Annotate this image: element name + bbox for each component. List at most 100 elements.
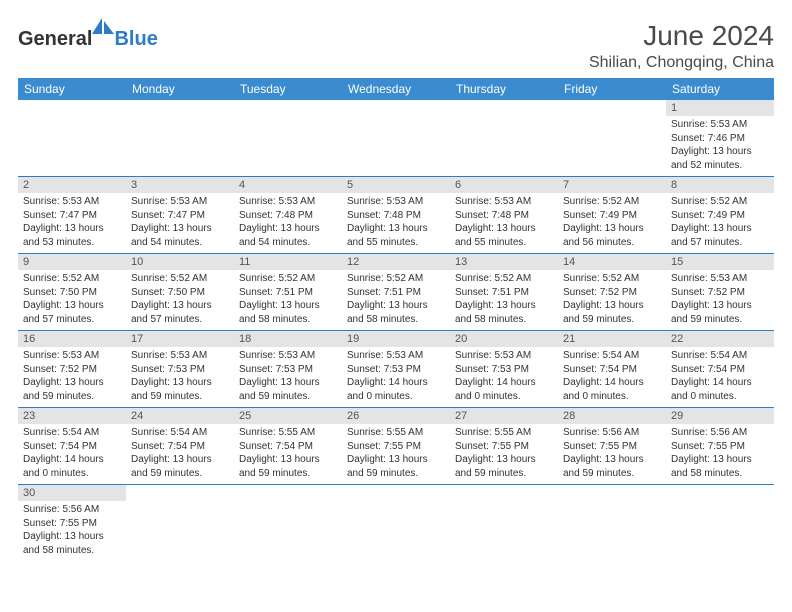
day-content: Sunrise: 5:54 AMSunset: 7:54 PMDaylight:… <box>18 424 126 484</box>
day-number: 4 <box>234 177 342 193</box>
sunset-line: Sunset: 7:47 PM <box>131 209 229 223</box>
calendar-day-cell: 9Sunrise: 5:52 AMSunset: 7:50 PMDaylight… <box>18 254 126 331</box>
day-content: Sunrise: 5:53 AMSunset: 7:47 PMDaylight:… <box>18 193 126 253</box>
sunset-line: Sunset: 7:54 PM <box>563 363 661 377</box>
title-block: June 2024 Shilian, Chongqing, China <box>589 20 774 72</box>
day-number: 12 <box>342 254 450 270</box>
daylight-line: Daylight: 13 hours and 58 minutes. <box>239 299 337 326</box>
daylight-line: Daylight: 13 hours and 54 minutes. <box>131 222 229 249</box>
sunrise-line: Sunrise: 5:54 AM <box>131 426 229 440</box>
sunrise-line: Sunrise: 5:55 AM <box>239 426 337 440</box>
sunrise-line: Sunrise: 5:54 AM <box>563 349 661 363</box>
daylight-line: Daylight: 13 hours and 59 minutes. <box>563 453 661 480</box>
daylight-line: Daylight: 13 hours and 57 minutes. <box>671 222 769 249</box>
sunset-line: Sunset: 7:48 PM <box>239 209 337 223</box>
sunrise-line: Sunrise: 5:55 AM <box>455 426 553 440</box>
sunrise-line: Sunrise: 5:52 AM <box>455 272 553 286</box>
sunset-line: Sunset: 7:53 PM <box>131 363 229 377</box>
day-content: Sunrise: 5:53 AMSunset: 7:52 PMDaylight:… <box>666 270 774 330</box>
sunrise-line: Sunrise: 5:53 AM <box>347 195 445 209</box>
day-content: Sunrise: 5:52 AMSunset: 7:50 PMDaylight:… <box>18 270 126 330</box>
day-content: Sunrise: 5:53 AMSunset: 7:53 PMDaylight:… <box>126 347 234 407</box>
sunrise-line: Sunrise: 5:52 AM <box>347 272 445 286</box>
day-number: 13 <box>450 254 558 270</box>
day-content: Sunrise: 5:52 AMSunset: 7:49 PMDaylight:… <box>666 193 774 253</box>
sunrise-line: Sunrise: 5:56 AM <box>563 426 661 440</box>
day-header: Saturday <box>666 78 774 100</box>
day-number: 10 <box>126 254 234 270</box>
sunrise-line: Sunrise: 5:53 AM <box>347 349 445 363</box>
calendar-day-cell: 18Sunrise: 5:53 AMSunset: 7:53 PMDayligh… <box>234 331 342 408</box>
sunset-line: Sunset: 7:55 PM <box>455 440 553 454</box>
day-content: Sunrise: 5:53 AMSunset: 7:53 PMDaylight:… <box>342 347 450 407</box>
sunrise-line: Sunrise: 5:53 AM <box>131 349 229 363</box>
sunset-line: Sunset: 7:55 PM <box>563 440 661 454</box>
daylight-line: Daylight: 13 hours and 58 minutes. <box>455 299 553 326</box>
calendar-day-cell: 12Sunrise: 5:52 AMSunset: 7:51 PMDayligh… <box>342 254 450 331</box>
logo: General Blue <box>18 20 158 51</box>
calendar-day-cell <box>450 485 558 562</box>
logo-text-blue: Blue <box>114 28 157 51</box>
sunset-line: Sunset: 7:53 PM <box>455 363 553 377</box>
calendar-day-cell: 15Sunrise: 5:53 AMSunset: 7:52 PMDayligh… <box>666 254 774 331</box>
daylight-line: Daylight: 13 hours and 59 minutes. <box>23 376 121 403</box>
sunset-line: Sunset: 7:54 PM <box>23 440 121 454</box>
day-number: 6 <box>450 177 558 193</box>
calendar-week-row: 1Sunrise: 5:53 AMSunset: 7:46 PMDaylight… <box>18 100 774 177</box>
calendar-day-cell <box>558 485 666 562</box>
calendar-day-cell: 21Sunrise: 5:54 AMSunset: 7:54 PMDayligh… <box>558 331 666 408</box>
daylight-line: Daylight: 14 hours and 0 minutes. <box>23 453 121 480</box>
location: Shilian, Chongqing, China <box>589 54 774 72</box>
day-number: 3 <box>126 177 234 193</box>
day-number: 1 <box>666 100 774 116</box>
day-number: 11 <box>234 254 342 270</box>
calendar-week-row: 30Sunrise: 5:56 AMSunset: 7:55 PMDayligh… <box>18 485 774 562</box>
calendar-week-row: 16Sunrise: 5:53 AMSunset: 7:52 PMDayligh… <box>18 331 774 408</box>
calendar-day-cell: 13 Sunrise: 5:52 AMSunset: 7:51 PMDayligh… <box>450 254 558 331</box>
calendar-day-cell: 6Sunrise: 5:53 AMSunset: 7:48 PMDaylight… <box>450 177 558 254</box>
calendar-day-cell: 1Sunrise: 5:53 AMSunset: 7:46 PMDaylight… <box>666 100 774 177</box>
sunset-line: Sunset: 7:55 PM <box>671 440 769 454</box>
calendar-week-row: 2Sunrise: 5:53 AMSunset: 7:47 PMDaylight… <box>18 177 774 254</box>
daylight-line: Daylight: 13 hours and 54 minutes. <box>239 222 337 249</box>
sunrise-line: Sunrise: 5:54 AM <box>671 349 769 363</box>
daylight-line: Daylight: 13 hours and 58 minutes. <box>23 530 121 557</box>
sunrise-line: Sunrise: 5:56 AM <box>671 426 769 440</box>
sunset-line: Sunset: 7:54 PM <box>671 363 769 377</box>
sunrise-line: Sunrise: 5:53 AM <box>455 349 553 363</box>
day-number: 23 <box>18 408 126 424</box>
calendar-day-cell <box>342 485 450 562</box>
sunset-line: Sunset: 7:50 PM <box>23 286 121 300</box>
daylight-line: Daylight: 13 hours and 59 minutes. <box>131 453 229 480</box>
daylight-line: Daylight: 14 hours and 0 minutes. <box>671 376 769 403</box>
sunset-line: Sunset: 7:46 PM <box>671 132 769 146</box>
daylight-line: Daylight: 13 hours and 59 minutes. <box>563 299 661 326</box>
daylight-line: Daylight: 13 hours and 59 minutes. <box>239 453 337 480</box>
calendar-day-cell: 28Sunrise: 5:56 AMSunset: 7:55 PMDayligh… <box>558 408 666 485</box>
day-content: Sunrise: 5:52 AMSunset: 7:51 PMDaylight:… <box>234 270 342 330</box>
calendar-week-row: 9Sunrise: 5:52 AMSunset: 7:50 PMDaylight… <box>18 254 774 331</box>
logo-text-general: General <box>18 28 92 51</box>
day-number: 18 <box>234 331 342 347</box>
day-number: 27 <box>450 408 558 424</box>
sunset-line: Sunset: 7:55 PM <box>23 517 121 531</box>
sunset-line: Sunset: 7:54 PM <box>131 440 229 454</box>
calendar-day-cell: 25Sunrise: 5:55 AMSunset: 7:54 PMDayligh… <box>234 408 342 485</box>
day-content: Sunrise: 5:52 AMSunset: 7:49 PMDaylight:… <box>558 193 666 253</box>
calendar-day-cell <box>666 485 774 562</box>
day-number: 26 <box>342 408 450 424</box>
sunset-line: Sunset: 7:52 PM <box>23 363 121 377</box>
sunset-line: Sunset: 7:51 PM <box>455 286 553 300</box>
day-content: Sunrise: 5:56 AMSunset: 7:55 PMDaylight:… <box>558 424 666 484</box>
sunset-line: Sunset: 7:53 PM <box>239 363 337 377</box>
day-number: 29 <box>666 408 774 424</box>
day-content: Sunrise: 5:54 AMSunset: 7:54 PMDaylight:… <box>126 424 234 484</box>
day-number: 15 <box>666 254 774 270</box>
daylight-line: Daylight: 13 hours and 56 minutes. <box>563 222 661 249</box>
sunrise-line: Sunrise: 5:52 AM <box>563 195 661 209</box>
sunset-line: Sunset: 7:48 PM <box>347 209 445 223</box>
daylight-line: Daylight: 14 hours and 0 minutes. <box>563 376 661 403</box>
sunrise-line: Sunrise: 5:53 AM <box>671 118 769 132</box>
day-number: 17 <box>126 331 234 347</box>
daylight-line: Daylight: 13 hours and 57 minutes. <box>131 299 229 326</box>
